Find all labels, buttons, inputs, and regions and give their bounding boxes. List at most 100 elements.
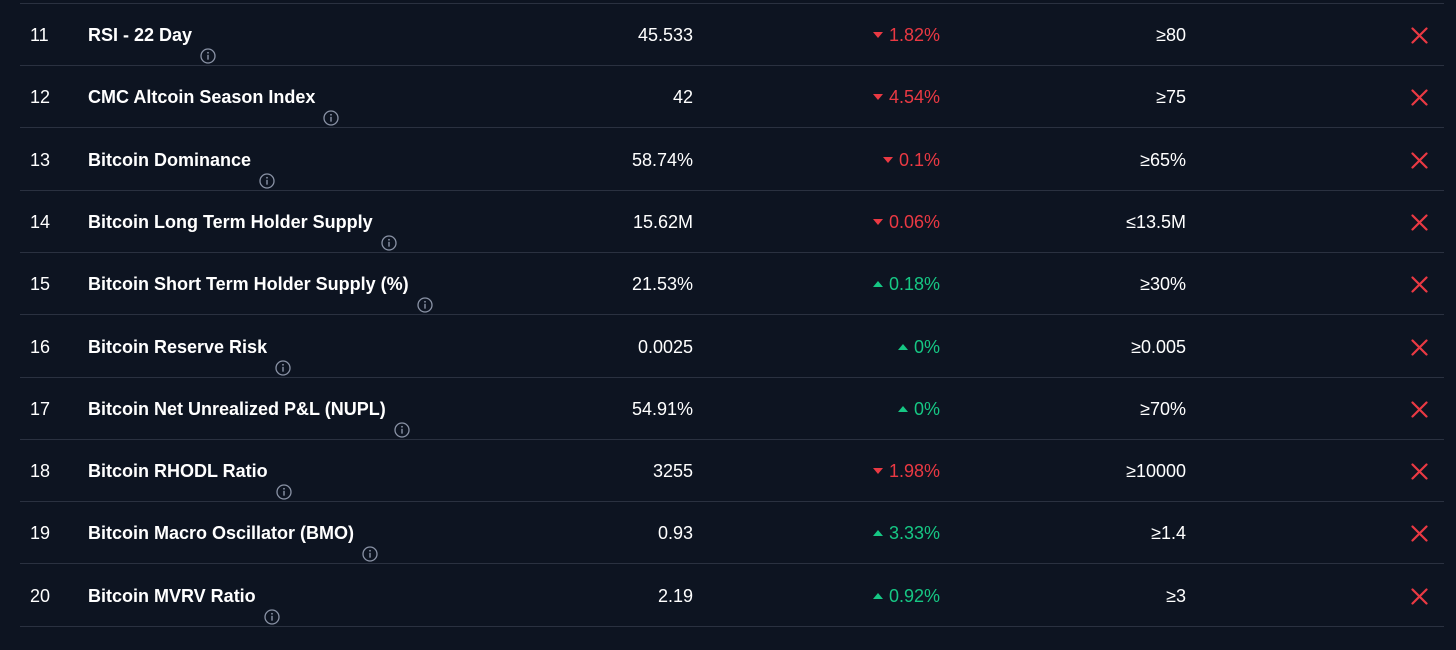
triangle-down-icon [872,468,883,475]
triangle-up-icon [872,530,883,537]
row-divider [20,127,1444,129]
x-mark-icon [1411,463,1428,480]
row-name-cell: CMC Altcoin Season Index [88,66,340,128]
triangle-up-icon [897,405,908,412]
row-divider [20,189,1444,191]
table-top-divider [20,3,1444,4]
change-value: 4.54% [888,87,940,108]
row-name-cell: Bitcoin Macro Oscillator (BMO) [88,502,378,564]
change-percent: 0.06% [872,191,940,253]
triangle-down-icon [872,94,883,101]
table-row: 16 Bitcoin Reserve Risk 0.0025 0% ≥0.005 [0,316,1456,378]
change-percent: 1.98% [872,440,940,502]
row-rank: 16 [30,336,51,357]
row-divider [20,438,1444,440]
target-threshold: ≥1.4 [1151,523,1186,544]
triangle-up-icon [872,281,883,288]
info-circle-icon[interactable] [323,89,340,126]
row-name-cell: Bitcoin Net Unrealized P&L (NUPL) [88,378,410,440]
x-mark-icon [1411,588,1428,605]
row-name-cell: Bitcoin RHODL Ratio [88,440,292,502]
x-mark-icon [1411,525,1428,542]
change-value: 0.1% [898,149,940,170]
row-rank: 15 [30,274,51,295]
table-row: 20 Bitcoin MVRV Ratio 2.19 0.92% ≥3 [0,565,1456,627]
current-value: 45.533 [637,25,693,45]
x-mark-icon [1411,214,1428,231]
target-threshold: ≥75 [1156,87,1186,108]
change-percent: 4.54% [872,66,940,128]
change-percent: 1.82% [872,4,940,66]
row-rank: 20 [30,585,51,606]
target-threshold: ≤13.5M [1126,211,1186,232]
current-value: 0.0025 [637,336,693,357]
current-value: 42 [672,87,693,108]
info-circle-icon[interactable] [394,401,410,438]
row-name-cell: Bitcoin Long Term Holder Supply [88,191,397,253]
indicator-name: Bitcoin Short Term Holder Supply (%) [88,274,409,295]
triangle-up-icon [897,343,908,350]
row-divider [20,314,1444,316]
target-threshold: ≥30% [1140,274,1186,295]
row-rank: 12 [30,87,51,108]
change-value: 0.18% [888,274,940,295]
indicator-table: 11 RSI - 22 Day 45.533 1.82% ≥80 [0,3,1456,627]
change-value: 0.06% [888,211,940,232]
change-percent: 0% [897,378,940,440]
change-value: 0.92% [888,585,940,606]
target-threshold: ≥65% [1140,149,1186,170]
indicator-name: CMC Altcoin Season Index [88,87,316,108]
indicator-name: Bitcoin Macro Oscillator (BMO) [88,523,355,544]
indicator-name: Bitcoin Long Term Holder Supply [88,211,373,232]
row-rank: 14 [30,211,51,232]
table-row: 19 Bitcoin Macro Oscillator (BMO) 0.93 3… [0,502,1456,565]
info-circle-icon[interactable] [264,588,280,625]
row-rank: 19 [30,523,51,544]
x-mark-icon [1411,151,1428,169]
info-circle-icon[interactable] [417,276,433,313]
indicator-name: Bitcoin Reserve Risk [88,336,268,357]
current-value: 54.91% [631,398,693,419]
current-value: 0.93 [657,523,693,544]
row-rank: 13 [30,149,51,170]
row-rank: 17 [30,398,51,419]
change-value: 0% [913,398,940,419]
row-rank: 18 [30,461,51,482]
target-threshold: ≥0.005 [1131,336,1186,357]
target-threshold: ≥3 [1166,585,1186,606]
triangle-down-icon [882,156,893,163]
table-row: 14 Bitcoin Long Term Holder Supply 15.62… [0,191,1456,253]
change-percent: 0.92% [872,565,940,627]
current-value: 15.62M [632,211,693,232]
row-divider [20,625,1444,627]
info-circle-icon[interactable] [362,525,378,563]
info-circle-icon[interactable] [276,463,292,500]
row-name-cell: Bitcoin Dominance [88,129,275,191]
row-divider [20,65,1444,66]
info-circle-icon[interactable] [259,152,275,189]
table-row: 18 Bitcoin RHODL Ratio 3255 1.98% ≥10000 [0,440,1456,503]
table-row: 11 RSI - 22 Day 45.533 1.82% ≥80 [0,4,1456,66]
table-row: 13 Bitcoin Dominance 58.74% 0.1% ≥65% [0,129,1456,191]
current-value: 3255 [652,461,693,482]
info-circle-icon[interactable] [200,27,216,64]
change-percent: 0.18% [872,253,940,315]
row-divider [20,501,1444,503]
indicator-name: Bitcoin MVRV Ratio [88,585,256,606]
x-mark-icon [1411,27,1428,44]
change-percent: 0% [897,316,940,378]
row-name-cell: Bitcoin Reserve Risk [88,316,291,378]
row-divider [20,251,1444,253]
info-circle-icon[interactable] [381,214,397,251]
table-row: 12 CMC Altcoin Season Index 42 4.54% ≥75 [0,66,1456,129]
x-mark-icon [1411,338,1428,356]
row-divider [20,563,1444,565]
table-row: 15 Bitcoin Short Term Holder Supply (%) … [0,253,1456,316]
row-divider [20,376,1444,378]
change-percent: 0.1% [882,129,940,191]
current-value: 21.53% [631,274,693,295]
change-value: 3.33% [888,523,940,544]
x-mark-icon [1411,401,1428,418]
info-circle-icon[interactable] [275,339,291,376]
indicator-name: Bitcoin Net Unrealized P&L (NUPL) [88,398,386,419]
